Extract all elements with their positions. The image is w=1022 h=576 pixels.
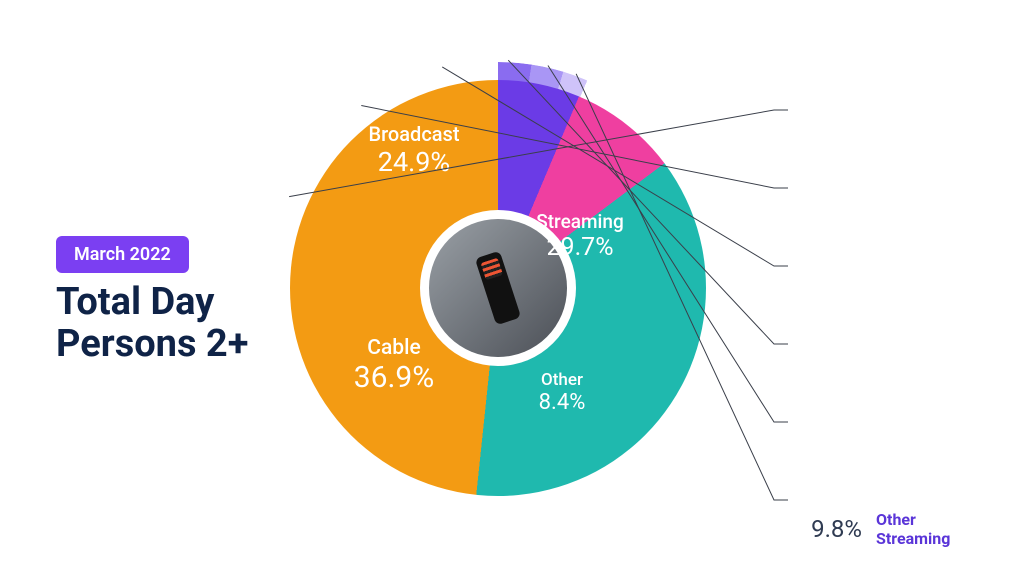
title-line-1: Total Day bbox=[56, 280, 214, 324]
legend-row-other_streaming: 9.8% OtherStreaming bbox=[792, 510, 950, 548]
chart-stage: March 2022 Total Day Persons 2+ Streamin… bbox=[0, 0, 1022, 576]
legend-brand-other_streaming: OtherStreaming bbox=[876, 510, 950, 548]
tv-remote-icon bbox=[475, 251, 521, 326]
legend-pct-other_streaming: 9.8% bbox=[792, 515, 862, 543]
date-badge: March 2022 bbox=[56, 236, 189, 273]
pie-chart bbox=[290, 80, 706, 496]
remote-photo-placeholder bbox=[429, 219, 566, 356]
pie-center-image bbox=[420, 210, 576, 366]
chart-title: Total Day Persons 2+ bbox=[56, 282, 248, 366]
title-line-2: Persons 2+ bbox=[56, 322, 248, 366]
